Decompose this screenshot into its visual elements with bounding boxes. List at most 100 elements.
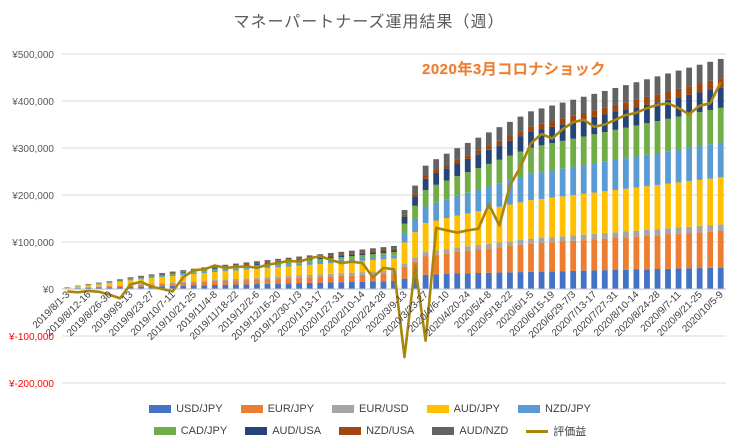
bar-segment <box>633 187 640 231</box>
bar-segment <box>190 274 197 282</box>
bar-segment <box>222 271 229 280</box>
bar-segment <box>370 252 376 255</box>
bar-segment <box>327 263 334 274</box>
bar-segment <box>622 269 629 289</box>
bar-segment <box>180 273 187 276</box>
bar-segment <box>591 233 598 240</box>
bar-segment <box>538 108 545 124</box>
bar-segment <box>285 283 292 289</box>
y-tick-label: ¥100,000 <box>11 238 54 249</box>
bar-segment <box>401 233 408 243</box>
bar-segment <box>127 279 134 281</box>
bar-segment <box>338 273 345 276</box>
bar-segment <box>222 269 229 272</box>
bar-segment <box>296 258 303 260</box>
bar-segment <box>612 238 619 270</box>
bar-segment <box>159 286 166 289</box>
bar-segment <box>591 192 598 234</box>
bar-segment <box>654 229 661 236</box>
bar-segment <box>485 248 492 273</box>
bar-segment <box>507 155 513 181</box>
bar-segment <box>296 265 303 276</box>
bar-segment <box>570 115 577 122</box>
bar-segment <box>338 256 345 260</box>
bar-segment <box>306 274 313 278</box>
bar-segment <box>622 231 629 238</box>
bar-segment <box>74 286 81 288</box>
bar-segment <box>707 90 714 110</box>
bar-segment <box>570 240 577 271</box>
bar-segment <box>233 284 239 289</box>
bar-segment <box>233 268 239 271</box>
bar-segment <box>211 272 218 281</box>
bar-segment <box>612 88 619 105</box>
bar-segment <box>686 147 693 182</box>
bar-segment <box>507 272 513 289</box>
bar-segment <box>338 259 345 263</box>
bar-segment <box>359 253 366 256</box>
bar-segment <box>106 283 113 286</box>
legend-label: EUR/JPY <box>267 403 315 415</box>
bar-segment <box>665 91 671 100</box>
bar-segment <box>517 202 524 240</box>
bar-segment <box>401 216 408 224</box>
bar-segment <box>117 281 123 282</box>
bar-segment <box>285 261 292 265</box>
bar-segment <box>180 272 187 274</box>
bar-segment <box>675 233 682 269</box>
bar-segment <box>380 247 387 250</box>
bar-segment <box>254 277 260 280</box>
bar-segment <box>675 70 682 89</box>
legend-label: NZD/USA <box>366 425 415 437</box>
bar-segment <box>85 287 92 288</box>
bar-segment <box>475 137 482 151</box>
bar-segment <box>443 253 450 274</box>
bar-segment <box>348 253 355 255</box>
bar-segment <box>348 254 355 257</box>
bar-segment <box>370 251 376 253</box>
bar-segment <box>507 241 513 246</box>
bar-segment <box>211 270 218 273</box>
y-tick-label: ¥300,000 <box>11 144 54 155</box>
bar-segment <box>138 286 144 289</box>
bar-segment <box>380 249 387 252</box>
bar-segment <box>454 195 461 216</box>
bar-segment <box>443 218 450 250</box>
bar-segment <box>254 261 260 263</box>
bar-segment <box>580 96 587 113</box>
bar-segment <box>707 61 714 81</box>
bar-segment <box>654 152 661 185</box>
bar-segment <box>159 276 166 278</box>
bar-segment <box>412 277 418 289</box>
bar-segment <box>422 206 429 223</box>
bar-segment <box>443 249 450 254</box>
bar-segment <box>622 158 629 189</box>
bar-segment <box>306 277 313 283</box>
bar-segment <box>517 244 524 273</box>
bar-segment <box>117 285 123 286</box>
bar-segment <box>696 112 703 147</box>
bar-segment <box>654 94 661 103</box>
bar-segment <box>401 210 408 215</box>
bar-segment <box>222 264 229 267</box>
bar-segment <box>517 176 524 203</box>
y-tick-label: ¥0 <box>42 285 55 296</box>
bar-segment <box>391 248 397 251</box>
bar-segment <box>433 173 440 185</box>
bar-segment <box>612 129 619 160</box>
legend-item: CAD/JPY <box>153 425 227 437</box>
bar-segment <box>169 273 176 274</box>
bar-segment <box>117 281 123 286</box>
bar-segment <box>338 255 345 257</box>
bar-segment <box>686 226 693 234</box>
bar-segment <box>254 279 260 285</box>
bar-segment <box>306 262 313 265</box>
bar-segment <box>433 184 440 203</box>
bar-segment <box>180 282 187 286</box>
bar-segment <box>327 273 334 277</box>
bar-segment <box>665 268 671 289</box>
bar-segment <box>549 271 555 289</box>
bar-segment <box>264 279 271 284</box>
bar-segment <box>475 245 482 250</box>
